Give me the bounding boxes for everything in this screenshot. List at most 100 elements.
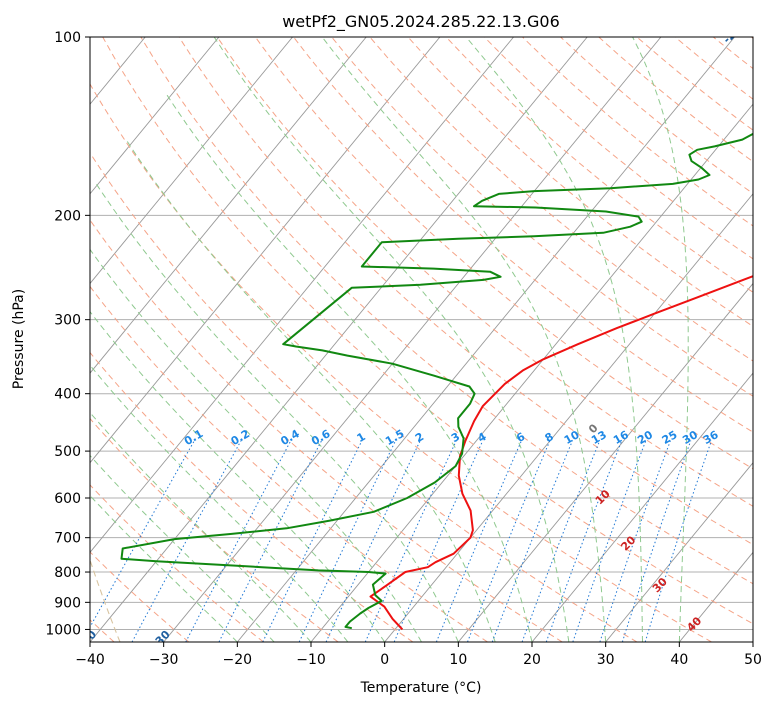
isotherm-line [310,103,753,642]
plot-area: 0.10.20.40.611.52346810131620253036-100-… [2,23,753,651]
mixing-ratio-label: 1.5 [383,427,406,448]
mixing-ratio-label: 0.2 [229,427,252,448]
dry-adiabat-line [636,37,753,131]
moist-adiabat-line [90,248,422,642]
dry-adiabat-line [674,37,753,100]
dry-adiabat-line [522,37,753,227]
x-tick-label: 40 [670,652,688,668]
moist-adiabats [90,37,689,642]
mixing-ratio-line [364,440,457,642]
isotherm-line [90,37,588,642]
mixing-ratio-line [325,440,421,642]
isotherm-line [90,37,441,464]
isotherm-line [457,282,753,642]
mixing-ratio-line [545,440,623,642]
x-tick-label: 10 [449,652,467,668]
dry-adiabat-line [90,484,264,642]
mixing-ratio-line [644,440,712,642]
dry-adiabat-line [102,37,753,625]
y-tick-label: 300 [54,313,81,329]
moist-adiabat-line [166,94,533,642]
x-tick-label: 30 [597,652,615,668]
isotherm-line [163,37,662,642]
mixing-ratio-line [131,440,242,642]
moist-adiabat-line [90,310,386,642]
mixing-ratio-line [185,440,292,642]
mixing-ratio-label: 4 [476,430,489,445]
isotherm-label: -30 [150,628,173,651]
dry-adiabat-line [178,37,753,546]
dry-adiabat-line [254,37,753,470]
x-tick-label: −40 [75,652,105,668]
mixing-ratio-label: 0.6 [309,427,333,448]
sounding-profiles [120,132,753,631]
mixing-ratio-lines [90,440,712,642]
mixing-ratio-label: 0.4 [278,427,302,448]
dry-adiabat-line [140,37,753,585]
moist-adiabat-line [90,364,349,642]
isotherm-line [678,551,753,642]
mixing-ratio-label: 16 [611,428,631,447]
y-tick-label: 700 [54,531,81,547]
dry-adiabat-line [90,551,190,642]
moist-adiabat-line [126,141,496,642]
mixing-ratio-line [90,440,195,629]
isotherm-label: -40 [76,628,99,651]
mixing-ratio-label: 1 [355,430,368,445]
mixing-ratio-line [218,440,323,642]
y-tick-label: 800 [54,565,81,581]
dry-adiabats [90,37,753,642]
dry-adiabat-label: 20 [618,533,638,553]
mixing-ratio-label: 30 [680,428,700,447]
dry-adiabat-line [90,351,414,642]
dry-adiabat-line [751,37,753,39]
dry-adiabat-line [90,151,638,642]
moist-adiabat-line [90,494,238,642]
dry-adiabat-line [560,37,753,195]
dry-adiabat-line [445,37,753,293]
pressure-gridlines [90,37,753,630]
mixing-ratio-label: 8 [543,430,556,445]
moist-adiabat-line [465,37,643,642]
moist-adiabat-line [93,180,459,642]
dry-adiabat-label: 30 [650,575,670,595]
isotherm-line [236,37,735,642]
dry-adiabat-line [216,37,753,507]
dry-adiabat-label: 40 [684,614,704,634]
isotherm-line [384,193,753,642]
y-tick-label: 200 [54,208,81,224]
dry-adiabat-line [712,37,753,70]
mixing-ratio-line [298,440,397,642]
isotherm-line [90,37,514,554]
moist-adiabat-line [90,454,275,642]
isotherm-line [90,37,367,374]
temperature-profile [369,275,753,631]
mixing-ratio-line [435,440,522,642]
mixing-ratio-label: 2 [413,430,426,445]
isotherm-label: -20 [720,23,743,46]
x-axis-ticks: −40 −30 −20 −10 0 10 20 30 40 50 [75,642,762,668]
mixing-ratio-label: 6 [514,430,527,445]
isotherm-line [605,462,753,642]
moist-adiabat-line [632,37,689,642]
isotherm-line [752,641,753,642]
isotherm-line [90,37,220,195]
y-tick-label: 400 [54,387,81,403]
moist-adiabat-line [213,37,570,642]
dry-adiabat-label: 10 [593,487,613,507]
mixing-ratio-line [262,440,363,642]
mixing-ratio-label: 10 [562,428,582,447]
y-axis-label: Pressure (hPa) [11,289,27,389]
mixing-ratio-line [467,440,551,642]
dry-adiabat-line [90,219,563,642]
isotherm-label: -50 [2,628,25,651]
isotherms [90,37,753,642]
dry-adiabat-line [90,285,488,642]
y-tick-label: 500 [54,444,81,460]
mixing-ratio-line [521,440,601,642]
isotherm-line [531,372,753,642]
mixing-ratio-label: 25 [660,428,680,447]
x-tick-label: −20 [223,652,253,668]
dry-adiabat-line [369,37,753,362]
